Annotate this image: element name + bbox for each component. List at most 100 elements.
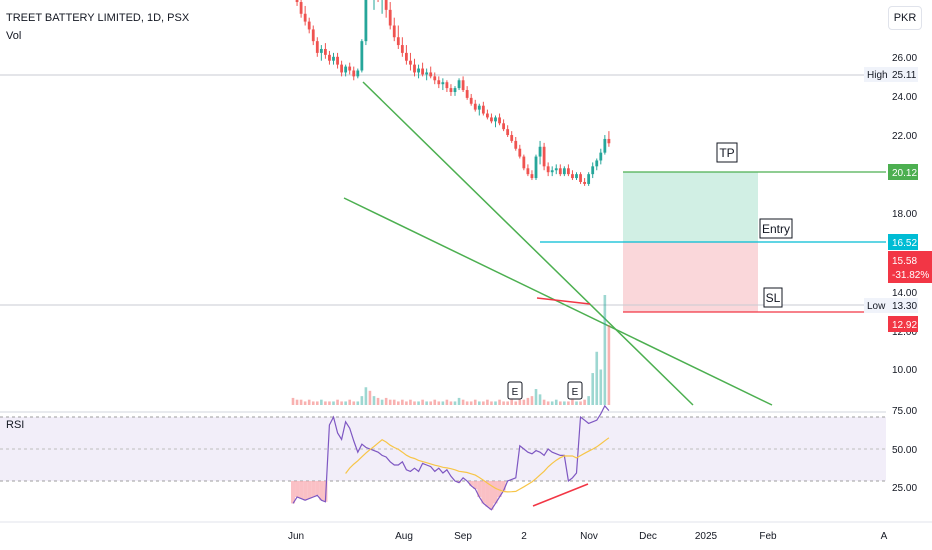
candle[interactable]: [332, 52, 335, 65]
entry-price-label[interactable]: 16.52: [888, 234, 918, 250]
candle[interactable]: [530, 170, 534, 181]
candle[interactable]: [441, 78, 445, 91]
candle[interactable]: [336, 52, 339, 69]
candle[interactable]: [396, 25, 400, 49]
rsi-ma-line[interactable]: [345, 437, 610, 493]
candle[interactable]: [303, 5, 307, 26]
candle[interactable]: [465, 86, 469, 100]
candle[interactable]: [421, 62, 424, 77]
candle[interactable]: [344, 64, 348, 77]
candle[interactable]: [315, 37, 319, 57]
rsi-label[interactable]: RSI: [6, 419, 24, 431]
candle[interactable]: [311, 25, 315, 46]
candle[interactable]: [603, 135, 607, 155]
candle[interactable]: [417, 64, 420, 79]
candle[interactable]: [360, 39, 364, 73]
candle[interactable]: [546, 162, 550, 177]
last-price-label[interactable]: 15.58 -31.82%: [888, 251, 932, 283]
candle[interactable]: [562, 166, 566, 177]
candle[interactable]: [599, 148, 603, 165]
stop-price-label[interactable]: 12.92: [888, 316, 918, 332]
candle[interactable]: [575, 172, 578, 181]
target-zone[interactable]: [623, 172, 758, 242]
candle[interactable]: [595, 158, 599, 171]
candle[interactable]: [400, 37, 404, 57]
candle[interactable]: [295, 0, 299, 6]
candle[interactable]: [388, 2, 392, 30]
candle[interactable]: [494, 115, 497, 128]
candle[interactable]: [392, 17, 396, 42]
candle[interactable]: [453, 86, 457, 96]
candle[interactable]: [571, 170, 574, 181]
currency-button[interactable]: PKR: [888, 6, 922, 30]
candle[interactable]: [437, 76, 441, 89]
volume-label[interactable]: Vol: [6, 30, 22, 42]
candle[interactable]: [579, 172, 582, 184]
candle[interactable]: [473, 99, 477, 112]
candle[interactable]: [425, 68, 429, 81]
price-axis[interactable]: 26.00 24.00 22.00 18.00 14.00 12.00 10.0…: [892, 53, 917, 376]
candle[interactable]: [449, 84, 453, 96]
candle[interactable]: [324, 43, 327, 59]
candle[interactable]: [542, 142, 546, 171]
low-price-label[interactable]: Low 13.30: [864, 298, 918, 313]
candle[interactable]: [413, 58, 416, 77]
rsi-line[interactable]: [292, 404, 610, 511]
time-axis[interactable]: Jun Aug Sep 2 Nov Dec 2025 Feb A: [288, 531, 888, 542]
candle[interactable]: [457, 78, 461, 91]
candle[interactable]: [554, 164, 558, 175]
candle[interactable]: [550, 166, 554, 177]
tp-label[interactable]: TP: [716, 142, 738, 163]
candle[interactable]: [583, 178, 586, 186]
candle[interactable]: [352, 66, 356, 81]
candle[interactable]: [356, 68, 360, 79]
candle[interactable]: [364, 0, 368, 46]
high-price-label[interactable]: High 25.11: [864, 67, 918, 82]
candle[interactable]: [405, 45, 408, 65]
divergence-rsi-line[interactable]: [532, 483, 589, 507]
rsi-axis[interactable]: 75.00 50.00 25.00: [892, 406, 917, 494]
stop-zone[interactable]: [623, 242, 758, 312]
candle[interactable]: [381, 0, 384, 14]
candle[interactable]: [433, 72, 437, 85]
candle[interactable]: [502, 119, 505, 132]
candle[interactable]: [534, 154, 538, 181]
candle[interactable]: [461, 76, 465, 93]
candle[interactable]: [481, 101, 485, 116]
sl-label[interactable]: SL: [763, 287, 783, 308]
candle[interactable]: [377, 0, 380, 3]
candle[interactable]: [348, 62, 352, 75]
candle[interactable]: [522, 154, 526, 171]
candle[interactable]: [319, 45, 323, 61]
candle[interactable]: [340, 60, 343, 77]
candle[interactable]: [591, 162, 595, 179]
candle[interactable]: [518, 144, 522, 159]
candle[interactable]: [526, 164, 530, 177]
candle[interactable]: [558, 164, 562, 177]
candle[interactable]: [373, 0, 376, 10]
earnings-marker[interactable]: E: [567, 381, 583, 400]
candle[interactable]: [567, 164, 570, 177]
candle[interactable]: [299, 0, 303, 18]
candle[interactable]: [538, 140, 542, 165]
candle[interactable]: [498, 113, 501, 126]
wedge-upper-line[interactable]: [362, 81, 694, 406]
candle[interactable]: [409, 52, 412, 71]
wedge-lower-line[interactable]: [343, 197, 773, 406]
candle[interactable]: [307, 17, 311, 34]
candle[interactable]: [510, 131, 514, 143]
candle[interactable]: [514, 136, 518, 151]
candle[interactable]: [429, 66, 433, 79]
earnings-marker[interactable]: E: [507, 381, 523, 400]
candle[interactable]: [445, 80, 449, 93]
candle[interactable]: [328, 50, 331, 65]
candle[interactable]: [587, 172, 591, 186]
candle[interactable]: [607, 131, 611, 147]
symbol-title[interactable]: TREET BATTERY LIMITED, 1D, PSX: [6, 12, 190, 24]
candle[interactable]: [384, 0, 388, 18]
candle[interactable]: [477, 103, 481, 116]
candle[interactable]: [486, 109, 489, 120]
divergence-price-line[interactable]: [536, 297, 591, 305]
target-price-label[interactable]: 20.12: [888, 164, 918, 180]
